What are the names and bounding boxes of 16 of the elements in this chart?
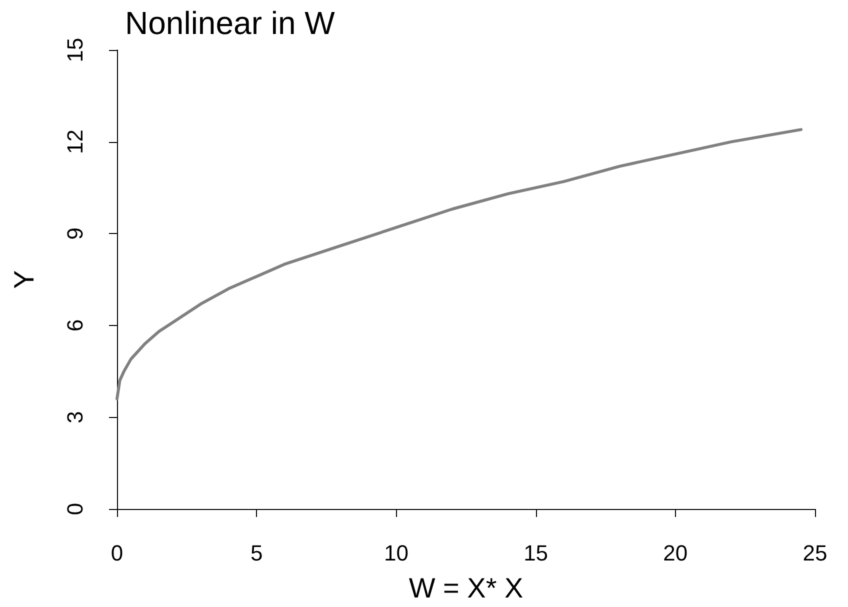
x-tick-label: 25 [802,540,828,566]
x-tick-label: 5 [250,540,263,566]
x-tick-label: 10 [384,540,408,566]
chart-title: Nonlinear in W [125,5,336,41]
y-axis-title: Y [8,270,40,289]
y-tick-label: 15 [62,38,88,62]
y-tick-label: 6 [62,319,88,332]
y-tick-label: 12 [62,130,88,154]
x-tick-label: 15 [524,540,548,566]
x-tick-label: 20 [663,540,688,566]
y-tick-label: 9 [62,227,88,240]
y-tick-label: 0 [62,502,88,516]
line-series [116,128,803,400]
x-axis-title: W = X* X [408,572,524,604]
x-tick-label: 0 [110,540,124,566]
y-tick-label: 3 [62,411,88,424]
